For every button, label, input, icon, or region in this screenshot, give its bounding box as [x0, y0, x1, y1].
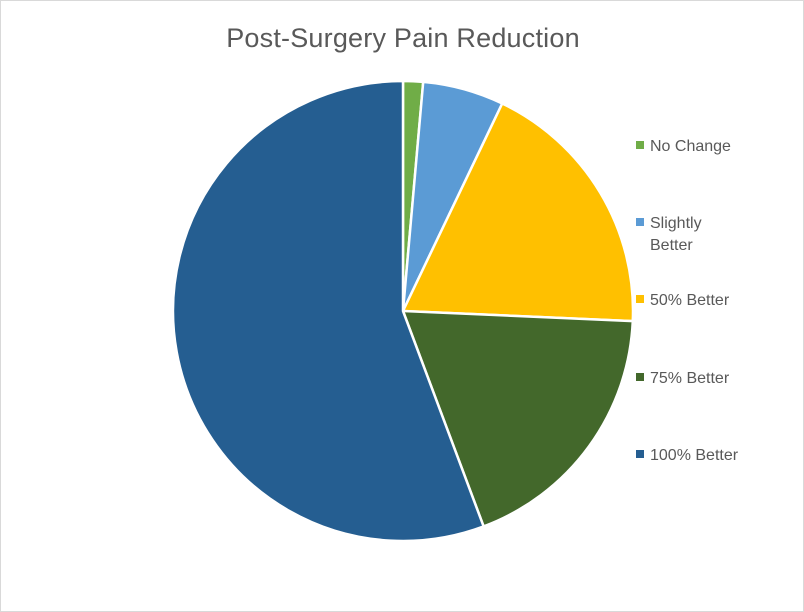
legend: No Change Slightly Better 50% Better 75% Bet…	[636, 138, 739, 464]
legend-label-75-better: 75% Better	[650, 370, 730, 387]
pie-slice-100-better	[171, 79, 485, 543]
legend-swatch-100-better	[636, 450, 644, 458]
legend-item-no-change: No Change	[636, 138, 731, 155]
pie-slice-50-better	[401, 102, 635, 323]
legend-label-slightly-better: Slightly Better	[650, 215, 702, 254]
pie-slices	[171, 79, 635, 543]
chart-title: Post-Surgery Pain Reduction	[226, 23, 580, 53]
legend-swatch-no-change	[636, 141, 644, 149]
legend-item-75-better: 75% Better	[636, 370, 730, 387]
legend-item-100-better: 100% Better	[636, 447, 739, 464]
legend-swatch-75-better	[636, 373, 644, 381]
legend-label-50-better: 50% Better	[650, 292, 730, 309]
legend-swatch-slightly-better	[636, 218, 644, 226]
pie-slice-75-better	[401, 309, 635, 528]
legend-label-no-change: No Change	[650, 138, 731, 155]
legend-item-50-better: 50% Better	[636, 292, 730, 309]
legend-label-100-better: 100% Better	[650, 447, 739, 464]
legend-item-slightly-better: Slightly Better	[636, 215, 702, 254]
legend-swatch-50-better	[636, 295, 644, 303]
